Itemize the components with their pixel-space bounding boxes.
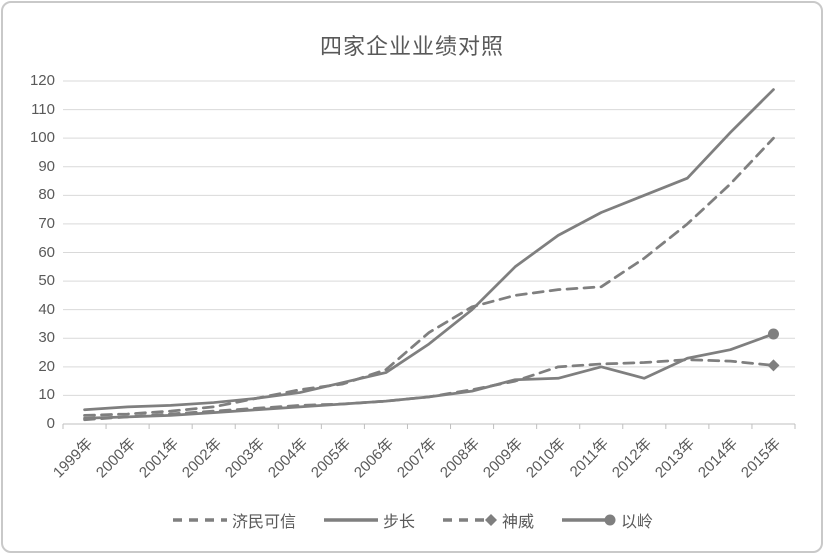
y-tick-label: 40 <box>38 300 55 318</box>
legend-item-shenwei[interactable]: 神威 <box>441 508 534 532</box>
legend-swatch-dashed <box>172 518 227 522</box>
y-tick-label: 100 <box>29 129 55 147</box>
legend-label: 步长 <box>382 514 415 531</box>
legend-label: 以岭 <box>621 514 654 531</box>
y-tick-label: 0 <box>46 415 55 432</box>
chart-title: 四家企业业绩对照 <box>319 34 504 59</box>
y-tick-label: 70 <box>38 214 55 232</box>
series-marker-shenwei-diamond[interactable] <box>767 359 780 372</box>
legend-item-jiminkexin[interactable]: 济民可信 <box>171 508 296 532</box>
legend-label: 济民可信 <box>231 514 296 531</box>
line-chart-canvas <box>62 80 796 429</box>
legend-swatch-dashed-diamond <box>443 514 497 526</box>
y-tick-label: 10 <box>38 386 55 404</box>
chart-legend: 济民可信 步长 神威 以岭 <box>3 508 821 532</box>
series-line-buchang[interactable] <box>83 88 775 412</box>
series-line-jiminkexin[interactable] <box>83 136 775 417</box>
y-tick-label: 20 <box>38 357 55 375</box>
series-marker-yiling-circle[interactable] <box>767 328 779 340</box>
y-tick-label: 110 <box>31 100 55 118</box>
series-line-yiling[interactable] <box>83 332 775 420</box>
legend-item-yiling[interactable]: 以岭 <box>560 508 653 532</box>
y-tick-label: 90 <box>38 157 55 175</box>
y-tick-label: 60 <box>38 243 55 261</box>
legend-swatch-solid <box>323 518 378 522</box>
y-tick-label: 50 <box>38 272 55 290</box>
y-tick-label: 80 <box>38 186 55 204</box>
legend-item-buchang[interactable]: 步长 <box>322 508 415 532</box>
y-tick-label: 120 <box>29 72 55 89</box>
y-tick-label: 30 <box>38 329 55 347</box>
legend-label: 神威 <box>502 514 535 531</box>
legend-swatch-solid-circle <box>562 514 616 526</box>
